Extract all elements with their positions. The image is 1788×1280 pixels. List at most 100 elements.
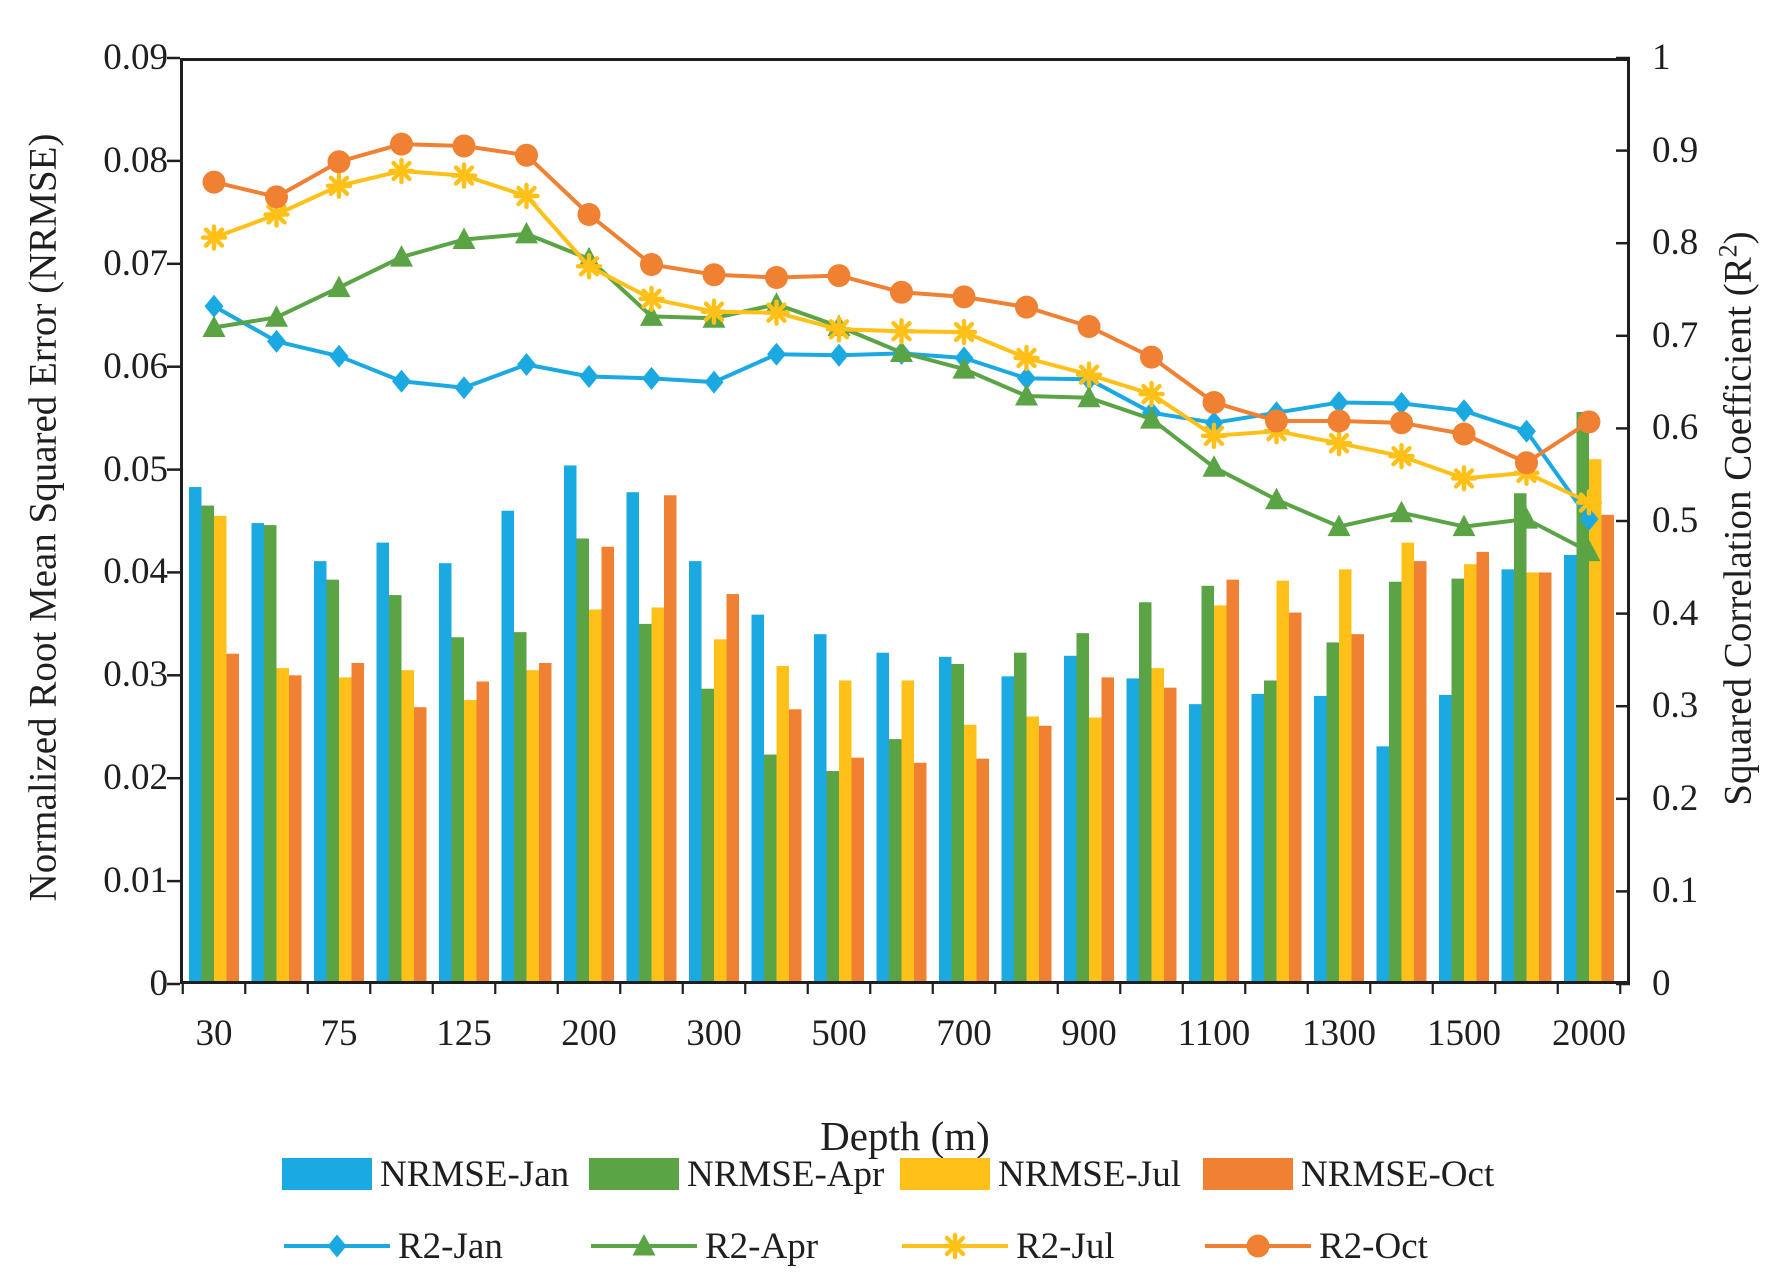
marker-triangle bbox=[640, 304, 663, 326]
plot-area bbox=[167, 56, 1630, 994]
bar-NRMSE-Oct-75m bbox=[351, 662, 364, 984]
bar-NRMSE-Apr-150m bbox=[514, 632, 527, 984]
marker-circle bbox=[640, 253, 663, 276]
left-axis-tick-label: 0.06 bbox=[103, 345, 168, 387]
bar-NRMSE-Oct-150m bbox=[539, 662, 552, 984]
left-axis-tick-label: 0.01 bbox=[103, 860, 168, 902]
marker-asterisk bbox=[200, 224, 228, 251]
bar-NRMSE-Oct-100m bbox=[414, 707, 427, 984]
marker-asterisk bbox=[1200, 422, 1228, 449]
marker-triangle bbox=[390, 245, 413, 267]
marker-diamond bbox=[1329, 391, 1349, 414]
marker-asterisk bbox=[1575, 489, 1603, 516]
marker-diamond bbox=[829, 343, 849, 367]
bar-NRMSE-Oct-1750m bbox=[1539, 572, 1552, 984]
marker-circle bbox=[202, 170, 226, 194]
marker-triangle bbox=[632, 1234, 656, 1256]
legend-item-nrmse-jul: NRMSE-Jul bbox=[900, 1150, 1181, 1198]
bar-NRMSE-Apr-75m bbox=[326, 579, 339, 984]
bar-NRMSE-Jan-2000m bbox=[1564, 554, 1577, 984]
legend-swatch-nrmse-apr bbox=[589, 1158, 679, 1190]
bar-NRMSE-Jul-2000m bbox=[1589, 459, 1602, 984]
bar-NRMSE-Oct-1200m bbox=[1289, 612, 1302, 984]
right-axis-tick-label: 0.4 bbox=[1652, 592, 1699, 634]
marker-asterisk bbox=[638, 285, 665, 313]
bar-NRMSE-Jan-30m bbox=[189, 487, 202, 984]
x-axis-tick-label: 30 bbox=[195, 1013, 233, 1054]
left-axis-tick-label: 0.08 bbox=[103, 139, 168, 181]
marker-diamond bbox=[392, 369, 411, 393]
marker-triangle bbox=[515, 221, 538, 244]
marker-diamond bbox=[767, 342, 786, 366]
marker-diamond bbox=[329, 344, 349, 368]
marker-asterisk bbox=[825, 316, 853, 343]
x-axis-tick-label: 1300 bbox=[1302, 1013, 1376, 1054]
right-axis-tick-label: 0.1 bbox=[1652, 870, 1699, 912]
bar-NRMSE-Oct-250m bbox=[664, 495, 677, 984]
bar-NRMSE-Oct-1100m bbox=[1226, 579, 1239, 984]
right-axis-tick-label: 0.6 bbox=[1652, 407, 1699, 449]
marker-circle bbox=[1515, 451, 1538, 475]
bar-NRMSE-Oct-1500m bbox=[1476, 551, 1489, 984]
marker-triangle bbox=[1202, 455, 1226, 477]
right-axis-tick-label: 1 bbox=[1652, 37, 1671, 78]
left-axis-tick-label: 0.03 bbox=[103, 654, 168, 696]
bar-NRMSE-Jul-1000m bbox=[1151, 668, 1164, 984]
marker-asterisk bbox=[1138, 380, 1165, 408]
legend-label: NRMSE-Jul bbox=[998, 1153, 1181, 1195]
x-axis-tick-label: 700 bbox=[936, 1013, 992, 1054]
legend-label: R2-Apr bbox=[705, 1225, 819, 1267]
bar-NRMSE-Jul-75m bbox=[339, 677, 352, 984]
x-axis-title: Depth (m) bbox=[820, 1113, 990, 1159]
bar-NRMSE-Jan-1000m bbox=[1126, 678, 1139, 984]
bar-NRMSE-Apr-800m bbox=[1014, 652, 1027, 984]
bar-NRMSE-Jul-150m bbox=[526, 670, 539, 984]
marker-circle bbox=[1246, 1234, 1270, 1258]
legend-marker-circle bbox=[1205, 1234, 1311, 1258]
marker-asterisk bbox=[1325, 430, 1353, 457]
marker-triangle bbox=[1452, 514, 1476, 537]
legend-label: NRMSE-Jan bbox=[380, 1153, 570, 1195]
marker-circle bbox=[327, 150, 351, 174]
right-axis-tick-label: 0.2 bbox=[1652, 777, 1699, 819]
x-axis-tick-label: 1500 bbox=[1427, 1013, 1501, 1054]
marker-diamond bbox=[1517, 419, 1536, 443]
marker-circle bbox=[1577, 410, 1601, 434]
right-axis-tick-label: 0.5 bbox=[1652, 500, 1699, 541]
left-axis-tick-label: 0.04 bbox=[103, 551, 168, 593]
right-axis-tick-label: 0.9 bbox=[1652, 129, 1699, 171]
bar-NRMSE-Jan-1100m bbox=[1189, 704, 1202, 984]
bar-NRMSE-Oct-1300m bbox=[1351, 634, 1364, 984]
bar-NRMSE-Jan-1300m bbox=[1314, 695, 1327, 984]
marker-asterisk bbox=[700, 298, 728, 325]
left-axis-tick-label: 0.07 bbox=[103, 242, 168, 284]
marker-triangle bbox=[1577, 539, 1601, 562]
bar-NRMSE-Jan-500m bbox=[814, 634, 827, 984]
legend-swatch-nrmse-oct bbox=[1203, 1158, 1293, 1190]
bar-NRMSE-Jul-600m bbox=[901, 680, 914, 984]
bar-NRMSE-Apr-1400m bbox=[1389, 581, 1402, 984]
marker-asterisk bbox=[1075, 361, 1103, 388]
left-axis-tick-label: 0.09 bbox=[103, 37, 168, 78]
bar-NRMSE-Oct-1400m bbox=[1414, 561, 1427, 984]
bar-NRMSE-Jul-900m bbox=[1089, 717, 1102, 984]
bar-NRMSE-Jan-1500m bbox=[1439, 694, 1452, 984]
bar-NRMSE-Jul-700m bbox=[964, 724, 977, 984]
bar-NRMSE-Jul-50m bbox=[276, 668, 289, 984]
marker-circle bbox=[702, 263, 726, 287]
bar-NRMSE-Jan-100m bbox=[376, 542, 389, 984]
bar-NRMSE-Jan-1400m bbox=[1376, 746, 1389, 984]
bar-NRMSE-Jul-100m bbox=[401, 670, 414, 984]
bar-NRMSE-Jan-300m bbox=[689, 561, 702, 984]
bar-NRMSE-Jan-75m bbox=[314, 561, 327, 984]
bar-NRMSE-Apr-1200m bbox=[1264, 680, 1277, 984]
legend-label: NRMSE-Apr bbox=[687, 1153, 885, 1195]
bar-NRMSE-Jan-1200m bbox=[1251, 693, 1264, 984]
bar-NRMSE-Oct-30m bbox=[226, 653, 239, 984]
bar-NRMSE-Jul-125m bbox=[464, 700, 477, 984]
bar-NRMSE-Jan-600m bbox=[876, 652, 889, 984]
bar-NRMSE-Apr-1500m bbox=[1451, 578, 1464, 984]
marker-circle bbox=[765, 266, 788, 289]
bar-NRMSE-Apr-900m bbox=[1076, 633, 1089, 984]
